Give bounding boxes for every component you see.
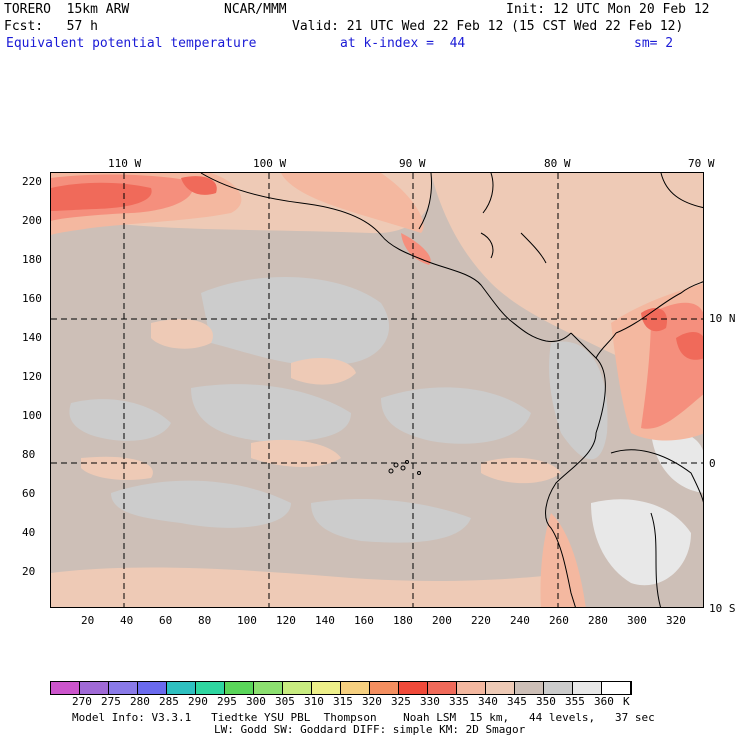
colorbar-label: 290 — [188, 695, 208, 708]
colorbar-swatch — [341, 682, 370, 694]
graticule — [51, 173, 703, 607]
map-svg — [51, 173, 703, 607]
y-grid-label: 60 — [22, 487, 36, 500]
colorbar-swatch — [573, 682, 602, 694]
x-grid-label: 200 — [432, 614, 452, 627]
lon-label-90w: 90 W — [399, 157, 426, 170]
coastlines — [200, 173, 703, 607]
colorbar-swatch — [428, 682, 457, 694]
colorbar-label: 350 — [536, 695, 556, 708]
colorbar-swatch — [254, 682, 283, 694]
colorbar-swatch — [486, 682, 515, 694]
colorbar-swatch — [80, 682, 109, 694]
y-grid-label: 180 — [22, 253, 42, 266]
colorbar-label: 280 — [130, 695, 150, 708]
colorbar-label: 360 — [594, 695, 614, 708]
colorbar-swatch — [196, 682, 225, 694]
lat-label-10n: 10 N — [709, 312, 736, 325]
colorbar-label: 330 — [420, 695, 440, 708]
colorbar-swatch — [167, 682, 196, 694]
field-355-patches — [69, 276, 703, 586]
lon-label-80w: 80 W — [544, 157, 571, 170]
colorbar-label: 295 — [217, 695, 237, 708]
x-grid-label: 20 — [81, 614, 95, 627]
y-grid-label: 120 — [22, 370, 42, 383]
x-grid-label: 40 — [120, 614, 134, 627]
colorbar-label: 270 — [72, 695, 92, 708]
lon-label-100w: 100 W — [253, 157, 287, 170]
valid-time: Valid: 21 UTC Wed 22 Feb 12 (15 CST Wed … — [292, 19, 684, 34]
model-info-line1: Model Info: V3.3.1 Tiedtke YSU PBL Thomp… — [72, 711, 655, 724]
colorbar-label: 305 — [275, 695, 295, 708]
x-grid-label: 140 — [315, 614, 335, 627]
level-label: at k-index = 44 — [340, 36, 466, 51]
field-330-regions — [51, 176, 703, 360]
colorbar-swatch — [457, 682, 486, 694]
colorbar-label: 315 — [333, 695, 353, 708]
y-grid-label: 80 — [22, 448, 36, 461]
colorbar-label: 345 — [507, 695, 527, 708]
colorbar-swatch — [109, 682, 138, 694]
colorbar-swatch — [283, 682, 312, 694]
x-grid-label: 120 — [276, 614, 296, 627]
colorbar-label: 275 — [101, 695, 121, 708]
colorbar-swatch — [399, 682, 428, 694]
colorbar-swatch — [544, 682, 573, 694]
x-grid-label: 100 — [237, 614, 257, 627]
colorbar-label: 300 — [246, 695, 266, 708]
colorbar-label: 285 — [159, 695, 179, 708]
x-grid-label: 260 — [549, 614, 569, 627]
y-grid-label: 40 — [22, 526, 36, 539]
colorbar-swatch — [602, 682, 631, 694]
colorbar-label: 320 — [362, 695, 382, 708]
x-grid-label: 160 — [354, 614, 374, 627]
y-grid-label: 160 — [22, 292, 42, 305]
colorbar-label: K — [623, 695, 630, 708]
colorbar-label: 310 — [304, 695, 324, 708]
colorbar-swatch — [51, 682, 80, 694]
colorbar-label: 355 — [565, 695, 585, 708]
colorbar-swatch — [370, 682, 399, 694]
x-grid-label: 220 — [471, 614, 491, 627]
x-grid-label: 80 — [198, 614, 212, 627]
colorbar-label: 335 — [449, 695, 469, 708]
colorbar-swatch — [138, 682, 167, 694]
colorbar-swatch — [515, 682, 544, 694]
y-grid-label: 200 — [22, 214, 42, 227]
lat-label-0: 0 — [709, 457, 716, 470]
model-title: TORERO 15km ARW — [4, 2, 130, 17]
org-label: NCAR/MMM — [224, 2, 287, 17]
x-grid-label: 180 — [393, 614, 413, 627]
colorbar-label: 325 — [391, 695, 411, 708]
colorbar-swatch — [225, 682, 254, 694]
init-time: Init: 12 UTC Mon 20 Feb 12 — [506, 2, 710, 17]
x-grid-label: 60 — [159, 614, 173, 627]
y-grid-label: 20 — [22, 565, 36, 578]
smoothing-label: sm= 2 — [634, 36, 674, 51]
x-grid-label: 280 — [588, 614, 608, 627]
x-grid-label: 300 — [627, 614, 647, 627]
colorbar-swatch — [312, 682, 341, 694]
colorbar-label: 340 — [478, 695, 498, 708]
model-info-line2: LW: Godd SW: Goddard DIFF: simple KM: 2D… — [214, 723, 526, 736]
colorbar — [50, 681, 632, 695]
lon-label-70w: 70 W — [688, 157, 715, 170]
y-grid-label: 140 — [22, 331, 42, 344]
y-grid-label: 100 — [22, 409, 42, 422]
x-grid-label: 240 — [510, 614, 530, 627]
y-grid-label: 220 — [22, 175, 42, 188]
field-name: Equivalent potential temperature — [6, 36, 257, 51]
forecast-hour: Fcst: 57 h — [4, 19, 98, 34]
map-panel — [50, 172, 704, 608]
x-grid-label: 320 — [666, 614, 686, 627]
lat-label-10s: 10 S — [709, 602, 736, 615]
lon-label-110w: 110 W — [108, 157, 142, 170]
